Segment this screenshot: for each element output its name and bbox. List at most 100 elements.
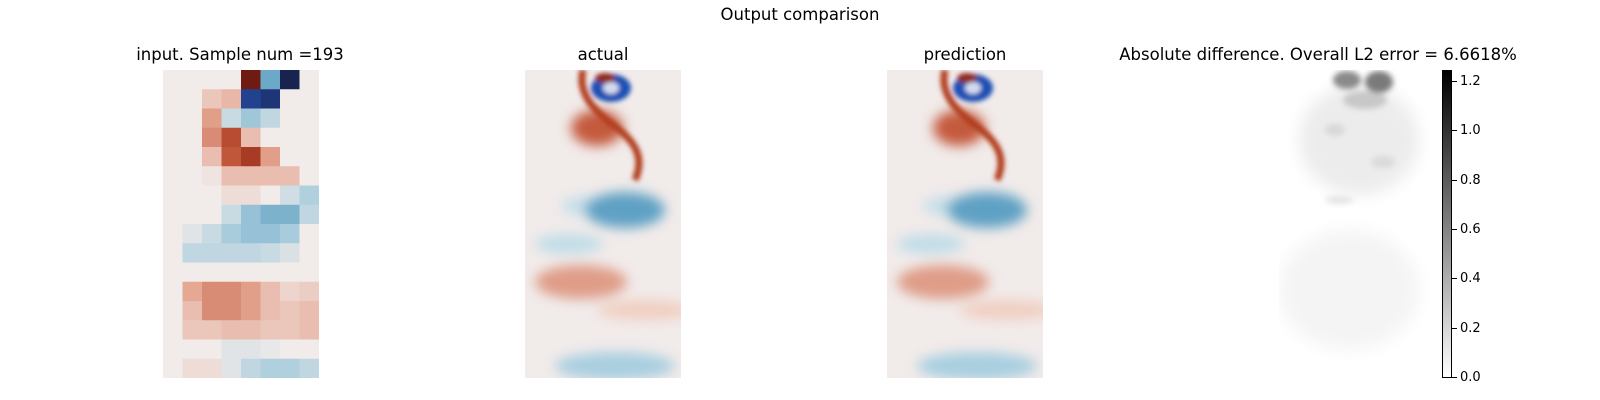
input-cell	[182, 320, 203, 340]
input-cell	[221, 147, 242, 167]
input-cell	[241, 108, 261, 129]
input-cell	[163, 224, 183, 244]
input-cell	[299, 320, 319, 340]
input-cell	[163, 70, 183, 90]
input-cell	[260, 89, 281, 109]
input-cell	[202, 185, 222, 206]
input-cell	[221, 70, 242, 90]
input-cell	[280, 89, 300, 109]
input-cell	[221, 301, 242, 321]
input-cell	[182, 108, 203, 129]
actual-heatmap	[525, 70, 681, 378]
input-cell	[163, 89, 183, 109]
input-cell	[202, 281, 222, 302]
input-cell	[299, 339, 319, 360]
input-cell	[299, 358, 319, 378]
colorbar-tick	[1452, 130, 1457, 131]
input-cell	[163, 301, 183, 321]
input-cell	[202, 89, 222, 109]
input-cell	[202, 339, 222, 360]
input-cell	[299, 262, 319, 283]
input-cell	[202, 358, 222, 378]
input-cell	[163, 108, 183, 129]
input-cell	[241, 320, 261, 340]
input-cell	[260, 70, 281, 90]
input-cell	[280, 70, 300, 90]
colorbar-tick-label: 0.6	[1460, 222, 1481, 237]
input-cell	[182, 243, 203, 263]
input-cell	[182, 89, 203, 109]
input-cell	[163, 358, 183, 378]
input-cell	[241, 147, 261, 167]
input-cell	[202, 243, 222, 263]
input-cell	[202, 70, 222, 90]
input-cell	[299, 224, 319, 244]
input-cell	[221, 281, 242, 302]
input-cell	[182, 185, 203, 206]
input-cell	[299, 166, 319, 186]
input-cell	[280, 243, 300, 263]
colorbar-tick-label: 1.0	[1460, 123, 1481, 138]
colorbar-tick-label: 0.0	[1460, 370, 1481, 385]
panel-title-difference: Absolute difference. Overall L2 error = …	[1119, 45, 1517, 64]
input-cell	[299, 301, 319, 321]
input-cell	[260, 301, 281, 321]
input-cell	[221, 224, 242, 244]
input-cell	[241, 127, 261, 148]
input-cell	[260, 147, 281, 167]
input-cell	[221, 108, 242, 129]
input-cell	[241, 339, 261, 360]
input-cell	[202, 166, 222, 186]
input-cell	[260, 243, 281, 263]
colorbar-tick	[1452, 180, 1457, 181]
input-cell	[260, 127, 281, 148]
input-cell	[182, 301, 203, 321]
input-cell	[182, 339, 203, 360]
colorbar-tick	[1452, 328, 1457, 329]
input-cell	[280, 166, 300, 186]
input-cell	[163, 320, 183, 340]
prediction-heatmap	[887, 70, 1043, 378]
input-cell	[299, 70, 319, 90]
input-cell	[182, 166, 203, 186]
input-cell	[299, 89, 319, 109]
input-cell	[241, 166, 261, 186]
input-cell	[280, 320, 300, 340]
input-cell	[241, 204, 261, 225]
input-cell	[182, 147, 203, 167]
input-cell	[221, 262, 242, 283]
input-cell	[299, 185, 319, 206]
input-cell	[280, 185, 300, 206]
input-cell	[163, 339, 183, 360]
panel-title-prediction: prediction	[923, 45, 1007, 64]
input-cell	[163, 147, 183, 167]
input-cell	[221, 204, 242, 225]
colorbar-gradient	[1442, 70, 1452, 378]
input-cell	[182, 224, 203, 244]
input-cell	[280, 262, 300, 283]
input-cell	[163, 185, 183, 206]
input-cell	[221, 89, 242, 109]
difference-heatmap	[1279, 70, 1435, 378]
input-cell	[280, 127, 300, 148]
input-cell	[241, 70, 261, 90]
input-cell	[241, 262, 261, 283]
input-cell	[202, 147, 222, 167]
input-cell	[241, 281, 261, 302]
colorbar-tick	[1452, 229, 1457, 230]
input-cell	[163, 281, 183, 302]
input-cell	[280, 147, 300, 167]
colorbar-tick-label: 0.8	[1460, 173, 1481, 188]
input-cell	[260, 204, 281, 225]
input-cell	[260, 281, 281, 302]
input-cell	[221, 185, 242, 206]
input-cell	[241, 185, 261, 206]
input-cell	[182, 358, 203, 378]
input-cell	[260, 339, 281, 360]
input-cell	[202, 127, 222, 148]
input-cell	[163, 243, 183, 263]
input-cell	[202, 320, 222, 340]
input-cell	[280, 339, 300, 360]
input-cell	[280, 281, 300, 302]
input-cell	[280, 224, 300, 244]
